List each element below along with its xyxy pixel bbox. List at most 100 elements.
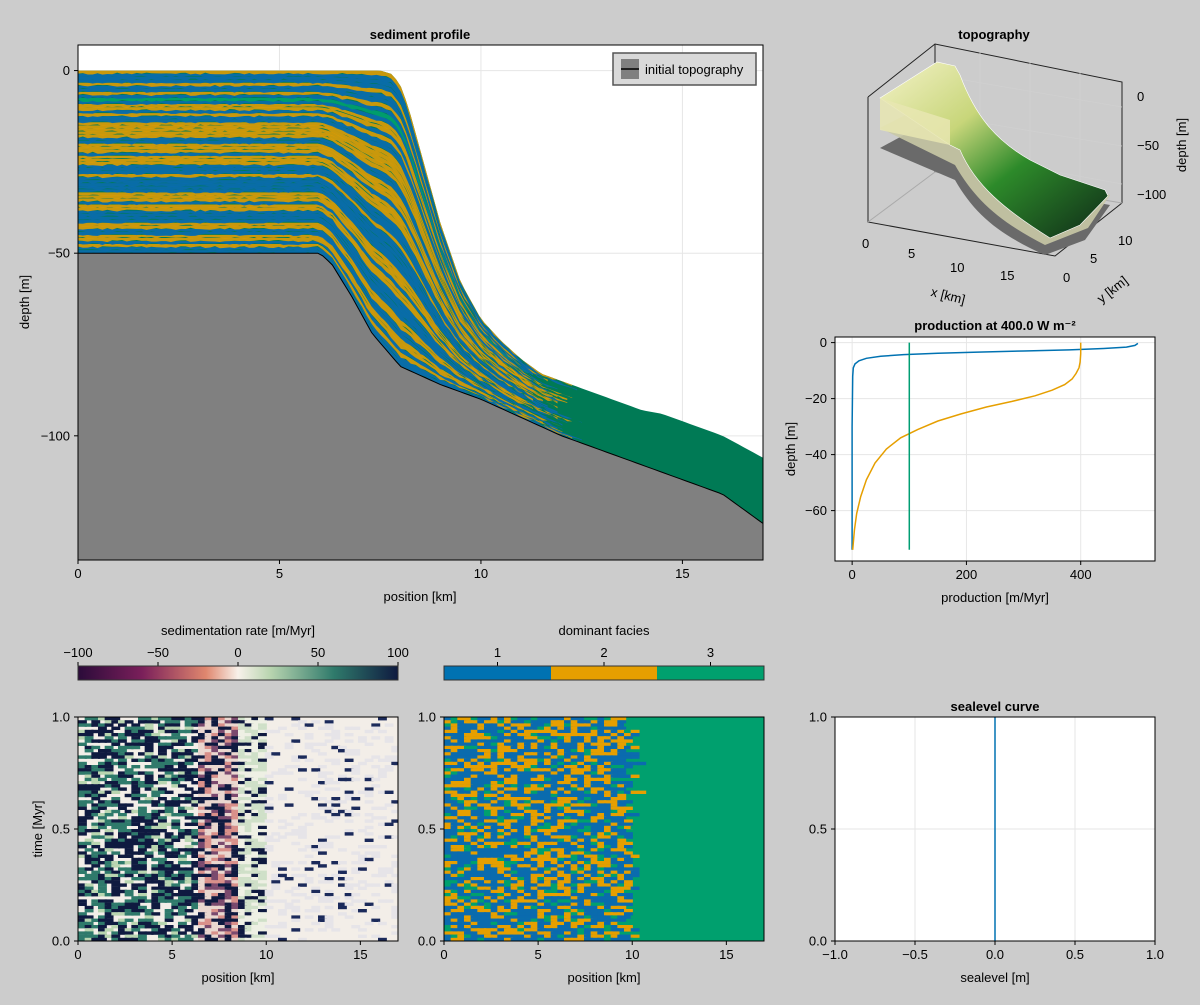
sealevel-x-tick-label: −1.0 bbox=[822, 947, 848, 962]
facies-cell bbox=[504, 873, 513, 878]
rate-cell bbox=[218, 867, 227, 871]
rate-cell bbox=[224, 819, 234, 823]
rate-cell bbox=[151, 877, 161, 881]
facies-cell bbox=[450, 726, 460, 730]
rate-cell bbox=[251, 752, 261, 756]
facies-cell bbox=[497, 864, 507, 868]
facies-cell bbox=[550, 893, 560, 897]
facies-cell bbox=[464, 816, 473, 820]
rate-cell bbox=[358, 854, 367, 858]
rate-cell bbox=[251, 809, 261, 814]
facies-cell bbox=[617, 790, 627, 794]
rate-cell bbox=[78, 822, 87, 826]
facies-cell bbox=[484, 825, 493, 830]
rate-cell bbox=[384, 723, 394, 727]
rate-cell bbox=[78, 931, 87, 935]
facies-cell bbox=[604, 899, 613, 903]
facies-cell bbox=[524, 845, 533, 849]
rate-cell bbox=[151, 841, 161, 846]
rate-cell bbox=[138, 825, 147, 830]
facies-cell bbox=[530, 787, 540, 791]
rate-cell bbox=[204, 784, 214, 788]
rate-cell bbox=[111, 931, 121, 935]
rate-cell bbox=[191, 880, 201, 884]
rate-cell bbox=[78, 781, 87, 785]
rate-cell bbox=[358, 845, 367, 849]
facies-cell bbox=[450, 761, 460, 766]
rate-cell bbox=[84, 931, 94, 935]
facies-cell bbox=[464, 845, 473, 849]
rate-cell bbox=[304, 745, 314, 750]
rate-cell bbox=[244, 745, 254, 750]
rate-cell bbox=[151, 896, 161, 900]
facies-cell bbox=[564, 777, 573, 782]
rate-cell bbox=[318, 851, 327, 855]
rate-cell bbox=[238, 921, 247, 926]
facies-cell bbox=[577, 931, 587, 935]
rate-cell bbox=[84, 787, 94, 791]
facies-cell bbox=[617, 857, 627, 862]
facies-cell bbox=[444, 931, 453, 935]
facies-cell bbox=[550, 829, 560, 833]
rate-cell bbox=[164, 726, 174, 730]
rate-cell bbox=[98, 765, 107, 769]
rate-cell bbox=[138, 883, 147, 887]
facies-cell bbox=[557, 835, 567, 839]
facies-cell bbox=[550, 851, 560, 855]
rate-cell bbox=[171, 755, 181, 759]
rate-cell bbox=[244, 784, 254, 788]
rate-cell bbox=[271, 899, 281, 903]
rate-cell bbox=[84, 771, 94, 775]
rate-cell bbox=[204, 768, 214, 772]
facies-cell bbox=[577, 733, 587, 737]
facies-cell bbox=[444, 723, 453, 727]
rate-cell bbox=[198, 867, 207, 871]
facies-cell bbox=[477, 848, 487, 852]
rate-cell bbox=[244, 937, 254, 941]
rate-cell bbox=[118, 781, 127, 785]
facies-cell bbox=[590, 835, 600, 839]
facies-cell bbox=[470, 720, 480, 724]
rate-cell bbox=[258, 870, 267, 874]
facies-cell bbox=[450, 928, 460, 932]
facies-cell bbox=[457, 806, 467, 810]
facies-cell bbox=[524, 925, 533, 929]
facies-cell bbox=[610, 726, 620, 730]
rate-cell bbox=[258, 777, 267, 782]
rate-cell bbox=[78, 803, 87, 807]
rate-cell bbox=[171, 854, 181, 858]
rate-cell bbox=[98, 854, 107, 858]
facies-cell bbox=[617, 755, 627, 759]
facies-cell bbox=[564, 841, 573, 846]
facies-cell bbox=[537, 838, 547, 842]
rate-cell bbox=[204, 857, 214, 862]
facies-cell bbox=[470, 838, 480, 842]
facies-cell bbox=[564, 781, 573, 785]
facies-cell bbox=[457, 787, 467, 791]
rate-cell bbox=[131, 819, 141, 823]
rate-cell bbox=[184, 870, 194, 874]
facies-cell bbox=[470, 867, 480, 871]
rate-cell bbox=[344, 813, 354, 817]
rate-cell bbox=[351, 726, 361, 730]
rate-cell bbox=[251, 921, 261, 926]
rate-cell bbox=[164, 771, 174, 775]
rate-cell bbox=[158, 857, 167, 862]
facies-cell bbox=[524, 937, 533, 941]
rate-cell bbox=[238, 797, 247, 801]
rate-cell bbox=[224, 752, 234, 756]
rate-cell bbox=[91, 717, 101, 721]
rate-cell bbox=[204, 841, 214, 846]
facies-cell bbox=[537, 921, 547, 926]
rate-cell bbox=[244, 790, 254, 794]
facies-cell bbox=[544, 902, 553, 906]
facies-cell bbox=[584, 880, 593, 884]
facies-cell bbox=[517, 720, 527, 724]
facies-cell bbox=[490, 784, 500, 788]
facies-cell bbox=[630, 934, 640, 938]
facies-cell bbox=[577, 889, 587, 894]
rate-cell bbox=[224, 886, 234, 890]
facies-cell bbox=[564, 915, 573, 919]
rate-cell bbox=[164, 934, 174, 938]
rate-cell bbox=[244, 729, 254, 734]
